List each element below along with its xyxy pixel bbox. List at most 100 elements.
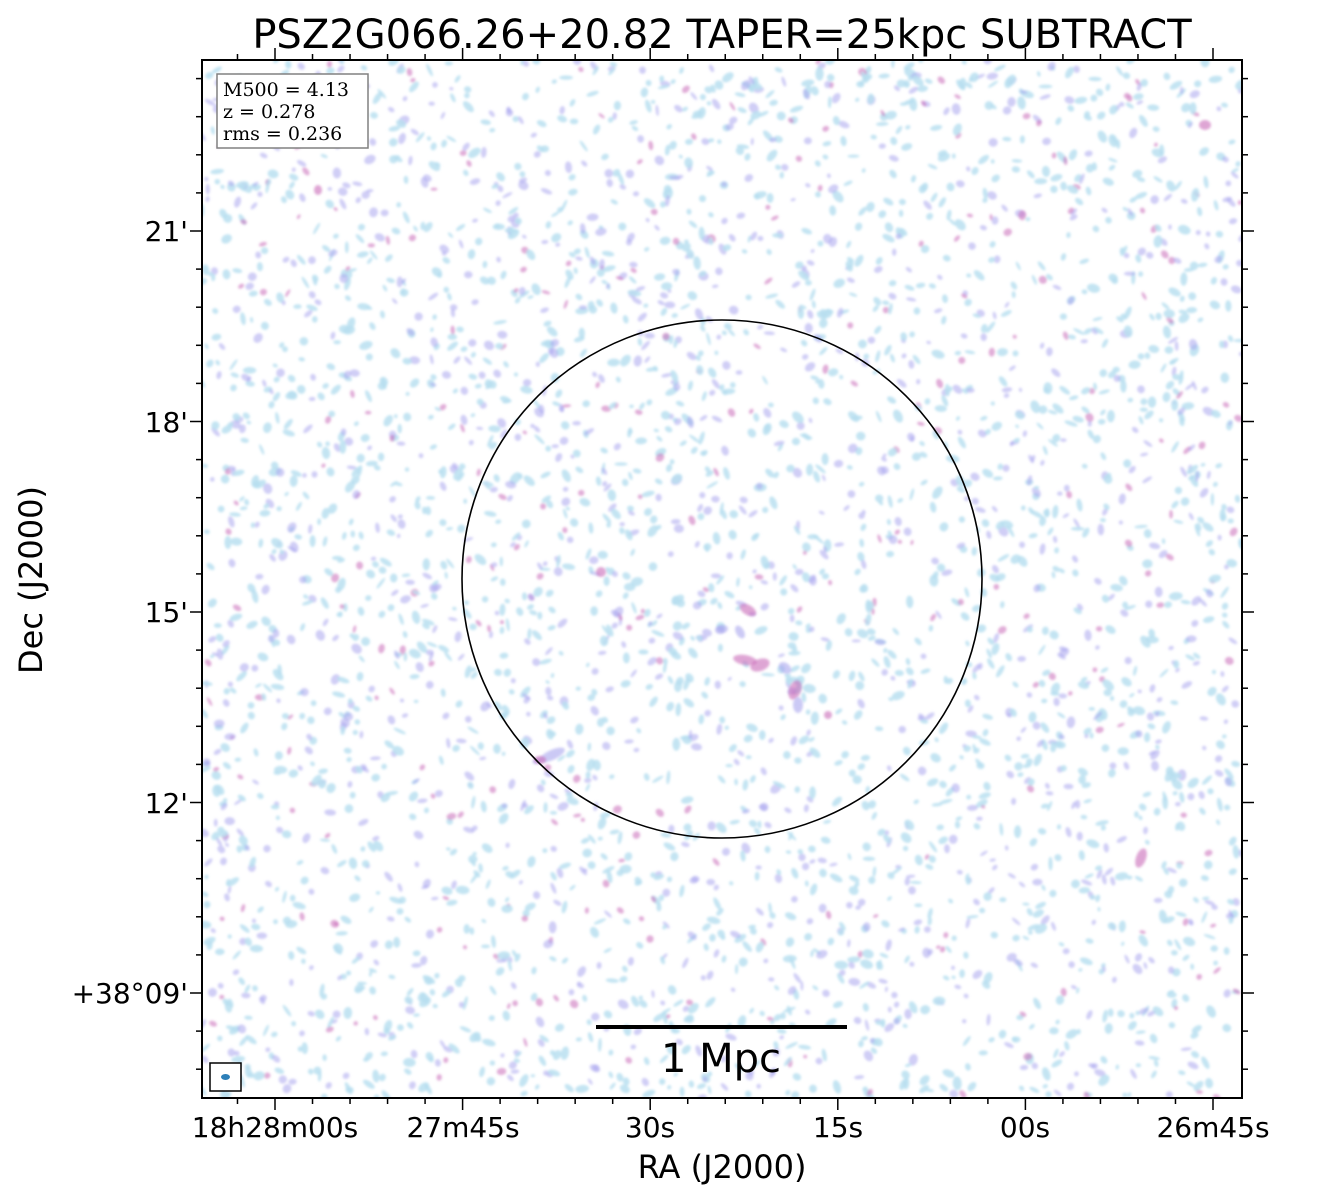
emission-blob <box>1103 474 1113 484</box>
emission-blob <box>557 755 566 762</box>
emission-blob <box>420 603 429 608</box>
emission-blob <box>414 861 420 868</box>
emission-blob <box>1152 1006 1164 1017</box>
emission-blob <box>489 1060 496 1066</box>
emission-blob <box>681 796 694 804</box>
emission-blob <box>380 209 389 217</box>
emission-blob <box>1125 102 1134 109</box>
emission-blob <box>344 437 354 446</box>
emission-blob <box>344 480 356 493</box>
emission-blob <box>1232 898 1240 906</box>
emission-blob <box>964 350 976 355</box>
emission-blob <box>688 1003 699 1014</box>
emission-blob <box>468 486 477 498</box>
emission-blob <box>1149 684 1156 693</box>
emission-blob <box>321 446 331 460</box>
emission-blob <box>1073 65 1080 73</box>
emission-blob <box>365 353 373 361</box>
emission-blob <box>493 369 502 378</box>
emission-blob <box>1182 918 1189 926</box>
emission-blob <box>917 766 927 776</box>
emission-blob <box>412 590 421 595</box>
emission-blob <box>476 426 484 431</box>
emission-blob <box>1196 973 1203 980</box>
emission-blob <box>646 399 653 406</box>
emission-blob <box>603 947 612 953</box>
emission-blob <box>711 415 723 423</box>
emission-blob <box>1137 353 1145 360</box>
emission-blob <box>743 734 753 743</box>
emission-blob <box>1124 954 1130 964</box>
emission-blob <box>707 1085 712 1095</box>
emission-blob <box>272 628 280 638</box>
emission-blob <box>758 730 766 741</box>
emission-blob <box>476 468 481 477</box>
emission-blob <box>904 284 915 291</box>
chart-title: PSZ2G066.26+20.82 TAPER=25kpc SUBTRACT <box>252 12 1192 58</box>
emission-blob <box>556 867 564 879</box>
emission-blob <box>467 249 476 260</box>
emission-blob <box>523 696 531 704</box>
emission-blob <box>215 948 225 956</box>
emission-blob <box>884 1023 895 1032</box>
emission-blob <box>422 572 433 580</box>
emission-blob <box>851 639 861 643</box>
emission-blob <box>204 98 216 106</box>
emission-blob <box>932 571 939 579</box>
emission-blob <box>792 467 803 478</box>
emission-blob <box>908 886 916 895</box>
emission-blob <box>1223 989 1231 998</box>
emission-blob <box>598 113 605 119</box>
emission-blob <box>423 807 430 814</box>
emission-blob <box>777 443 784 452</box>
emission-blob <box>547 625 556 631</box>
emission-blob <box>1202 522 1214 532</box>
emission-blob <box>333 340 341 345</box>
emission-blob <box>222 762 232 770</box>
emission-blob <box>1017 772 1024 777</box>
emission-blob <box>450 325 455 335</box>
emission-blob <box>1088 76 1102 82</box>
emission-blob <box>370 556 377 561</box>
emission-blob <box>432 625 438 634</box>
emission-blob <box>629 261 638 268</box>
emission-blob <box>258 538 264 548</box>
emission-blob <box>690 743 703 751</box>
emission-blob <box>1013 959 1023 967</box>
emission-blob <box>217 982 224 989</box>
emission-blob <box>984 428 991 435</box>
emission-blob <box>1180 812 1187 818</box>
emission-blob <box>550 882 557 894</box>
emission-blob <box>530 992 538 1002</box>
emission-blob <box>1088 706 1095 711</box>
emission-blob <box>1205 540 1213 547</box>
emission-blob <box>1185 635 1197 643</box>
emission-blob <box>662 888 671 897</box>
emission-blob <box>1156 697 1163 703</box>
emission-blob <box>962 1035 971 1047</box>
emission-blob <box>789 956 796 970</box>
emission-blob <box>803 137 812 145</box>
emission-blob <box>801 265 807 271</box>
emission-blob <box>641 490 655 498</box>
emission-blob <box>785 937 795 947</box>
emission-blob <box>517 473 523 480</box>
emission-blob <box>815 66 824 81</box>
emission-blob <box>217 505 225 513</box>
y-tick-labels: +38°09' 12' 15' 18' 21' <box>72 215 188 1010</box>
emission-blob <box>471 825 478 832</box>
emission-blob <box>929 501 937 513</box>
emission-blob <box>520 60 524 66</box>
emission-blob <box>1233 338 1242 343</box>
emission-blob <box>1097 111 1106 120</box>
emission-blob <box>357 981 367 985</box>
emission-blob <box>862 1003 869 1012</box>
emission-blob <box>886 550 895 558</box>
emission-blob <box>1191 619 1199 627</box>
emission-blob <box>508 778 516 790</box>
emission-blob <box>949 764 957 772</box>
emission-blob <box>806 260 815 266</box>
emission-blob <box>1083 727 1092 735</box>
x-tick-label: 27m45s <box>406 1111 519 1144</box>
emission-blob <box>619 184 627 190</box>
